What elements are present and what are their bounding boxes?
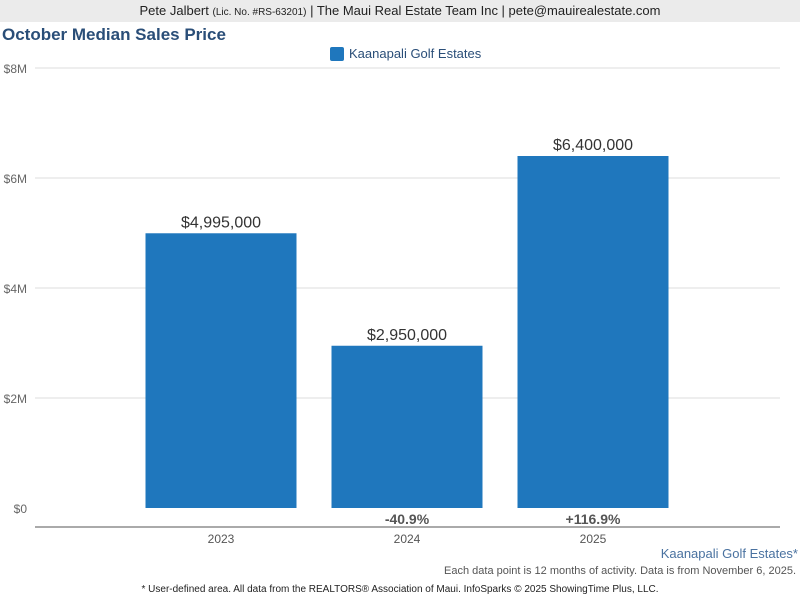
bar — [145, 233, 297, 508]
legend[interactable]: Kaanapali Golf Estates — [330, 46, 481, 61]
x-tick-label: 2024 — [394, 532, 421, 546]
agent-name: Pete Jalbert — [139, 3, 209, 18]
data-label: $2,950,000 — [367, 327, 447, 344]
y-tick-label: $8M — [4, 62, 27, 76]
agent-header: Pete Jalbert (Lic. No. #RS-63201) | The … — [0, 0, 800, 22]
legend-label: Kaanapali Golf Estates — [349, 46, 482, 61]
bar — [331, 345, 483, 508]
x-tick-label: 2025 — [580, 532, 607, 546]
data-note: Each data point is 12 months of activity… — [444, 565, 796, 577]
data-label: $4,995,000 — [181, 214, 261, 231]
change-label: -40.9% — [385, 511, 430, 527]
x-tick-label: 2023 — [208, 532, 235, 546]
legend-swatch — [330, 46, 344, 61]
agent-info: | The Maui Real Estate Team Inc | pete@m… — [310, 3, 661, 18]
change-label: +116.9% — [566, 511, 621, 527]
chart-title: October Median Sales Price — [2, 25, 226, 44]
y-tick-label: $2M — [4, 392, 27, 406]
license: (Lic. No. #RS-63201) — [212, 7, 307, 18]
source-note: * User-defined area. All data from the R… — [141, 584, 659, 595]
area-label: Kaanapali Golf Estates* — [660, 546, 798, 561]
y-tick-label: $6M — [4, 172, 27, 186]
bar — [517, 156, 669, 508]
y-tick-label: $4M — [4, 282, 27, 296]
y-tick-label: $0 — [14, 502, 28, 516]
data-label: $6,400,000 — [553, 137, 633, 154]
